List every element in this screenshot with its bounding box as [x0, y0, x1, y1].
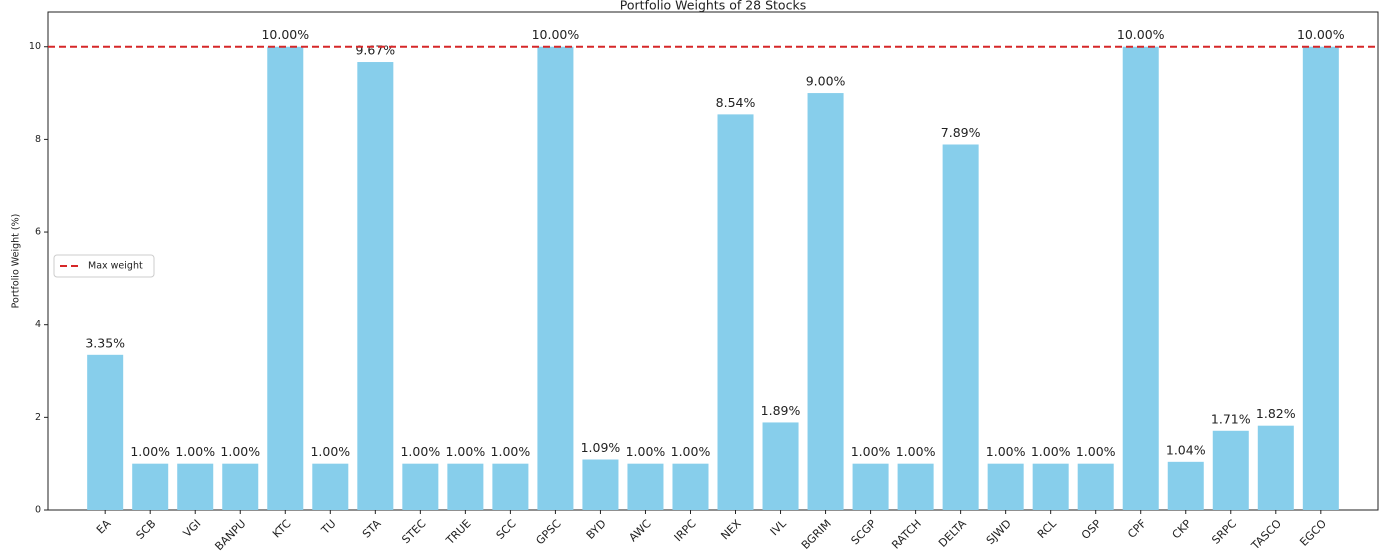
x-tick-label: EGCO [1297, 517, 1329, 549]
y-tick-label: 8 [35, 134, 41, 145]
value-label: 1.04% [1166, 442, 1206, 457]
bar [357, 62, 394, 511]
x-tick-label: RCL [1035, 516, 1060, 541]
y-tick-label: 4 [35, 319, 41, 330]
value-label: 10.00% [261, 27, 309, 42]
bar [87, 354, 124, 510]
value-label: 1.00% [896, 444, 936, 459]
x-tick-label: SCB [134, 517, 159, 542]
value-label: 1.00% [1076, 444, 1116, 459]
value-label: 1.71% [1211, 411, 1251, 426]
x-tick-label: SCGP [849, 517, 880, 548]
x-tick-label: CKP [1170, 517, 1195, 542]
value-label: 1.00% [491, 444, 531, 459]
x-tick-label: CPF [1125, 517, 1149, 541]
value-label: 7.89% [941, 125, 981, 140]
value-label: 1.00% [446, 444, 486, 459]
bar [492, 463, 529, 510]
y-tick-label: 2 [35, 412, 41, 423]
value-label: 10.00% [1117, 27, 1165, 42]
x-tick-label: NEX [718, 517, 744, 543]
x-tick-label: EA [94, 517, 114, 537]
y-tick-label: 6 [35, 227, 41, 238]
bar [852, 463, 889, 510]
value-label: 1.00% [671, 444, 711, 459]
x-tick-label: KTC [270, 517, 294, 541]
bar [1212, 430, 1249, 510]
bar [717, 114, 754, 511]
bar [132, 463, 169, 510]
bar [177, 463, 214, 510]
bar [1257, 425, 1294, 510]
x-tick-label: SJWD [984, 517, 1014, 547]
x-tick-label: BYD [584, 517, 609, 542]
value-label: 1.82% [1256, 406, 1296, 421]
bar [807, 93, 844, 511]
value-label: 1.00% [220, 444, 260, 459]
x-tick-label: IRPC [672, 517, 699, 544]
x-tick-label: SRPC [1209, 517, 1239, 547]
value-label: 1.00% [851, 444, 891, 459]
value-label: 10.00% [1297, 27, 1345, 42]
value-label: 1.00% [130, 444, 170, 459]
bar [222, 463, 259, 510]
value-label: 9.00% [806, 74, 846, 89]
value-label: 8.54% [716, 95, 756, 110]
value-label: 1.00% [986, 444, 1026, 459]
bar [1302, 46, 1339, 510]
x-tick-label: VGI [181, 517, 204, 540]
x-tick-label: RATCH [889, 517, 924, 552]
x-tick-label: AWC [626, 517, 653, 544]
y-tick-label: 0 [35, 505, 41, 516]
plot-frame [47, 11, 1379, 511]
value-label: 1.00% [626, 444, 666, 459]
bar [942, 144, 979, 511]
value-label: 1.89% [761, 403, 801, 418]
x-tick-label: BGRIM [799, 517, 834, 552]
value-label: 1.00% [310, 444, 350, 459]
bar [762, 422, 799, 510]
x-tick-label: DELTA [936, 517, 969, 550]
bar [1032, 463, 1069, 510]
bar [987, 463, 1024, 510]
bar [672, 463, 709, 510]
value-label: 9.67% [355, 43, 395, 58]
value-label: 1.00% [1031, 444, 1071, 459]
y-tick-label: 10 [29, 41, 41, 52]
chart-title: Portfolio Weights of 28 Stocks [620, 0, 806, 13]
bar [1167, 461, 1204, 510]
x-tick-label: STA [360, 517, 384, 541]
value-label: 10.00% [532, 27, 580, 42]
value-label: 1.09% [581, 440, 621, 455]
bar [537, 46, 574, 510]
legend-box [53, 254, 155, 278]
x-tick-label: BANPU [212, 517, 248, 553]
value-label: 1.00% [175, 444, 215, 459]
x-tick-label: SCC [494, 517, 519, 542]
bar [627, 463, 664, 510]
bar [447, 463, 484, 510]
bar [312, 463, 349, 510]
x-tick-label: STEC [399, 517, 428, 546]
x-tick-label: TASCO [1248, 517, 1284, 553]
x-tick-label: GPSC [533, 517, 564, 548]
bar [1122, 46, 1159, 510]
bar [1077, 463, 1114, 510]
value-label: 3.35% [85, 335, 125, 350]
bar [897, 463, 934, 510]
x-tick-label: TRUE [443, 517, 474, 548]
bar [582, 459, 619, 510]
x-tick-label: TU [318, 517, 338, 537]
bar [402, 463, 439, 510]
x-tick-label: IVL [768, 516, 790, 538]
y-axis-label: Portfolio Weight (%) [11, 214, 22, 309]
legend-label: Max weight [88, 261, 143, 272]
bar [267, 46, 304, 510]
x-tick-label: OSP [1079, 517, 1104, 542]
value-label: 1.00% [400, 444, 440, 459]
